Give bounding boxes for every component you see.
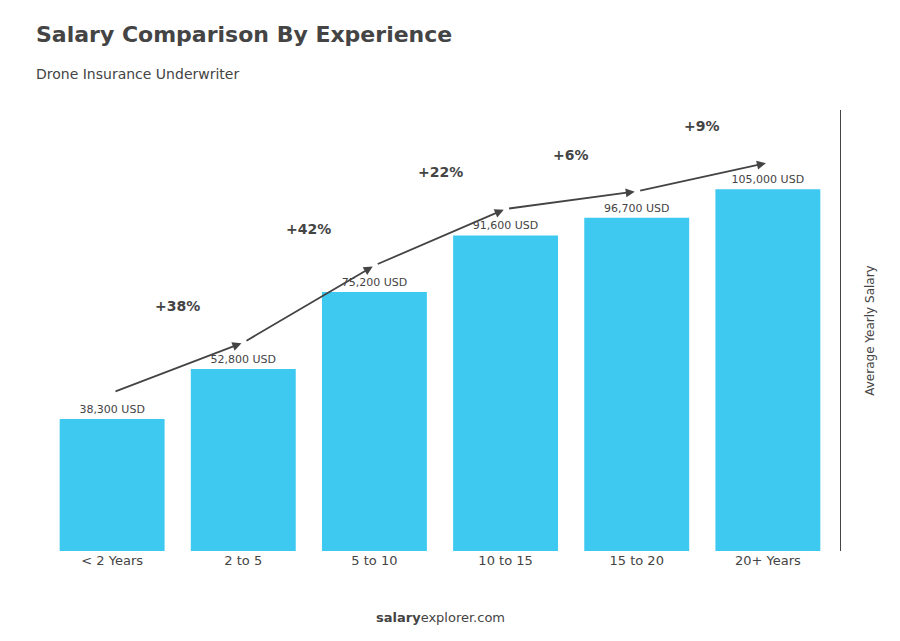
svg-text:salaryexplorer.com: salaryexplorer.com xyxy=(376,610,505,625)
svg-text:Drone Insurance Underwriter: Drone Insurance Underwriter xyxy=(36,66,239,82)
svg-text:91,600 USD: 91,600 USD xyxy=(473,219,539,232)
svg-text:105,000 USD: 105,000 USD xyxy=(732,173,805,186)
svg-text:20+ Years: 20+ Years xyxy=(735,553,801,568)
svg-text:96,700 USD: 96,700 USD xyxy=(604,202,670,215)
svg-text:75,200 USD: 75,200 USD xyxy=(342,276,408,289)
svg-text:+22%: +22% xyxy=(418,164,463,180)
svg-text:Salary Comparison By Experienc: Salary Comparison By Experience xyxy=(36,22,452,47)
svg-text:52,800 USD: 52,800 USD xyxy=(211,353,277,366)
svg-text:2 to 5: 2 to 5 xyxy=(224,553,262,568)
svg-text:10 to 15: 10 to 15 xyxy=(478,553,532,568)
svg-text:15 to 20: 15 to 20 xyxy=(610,553,664,568)
svg-text:5 to 10: 5 to 10 xyxy=(351,553,397,568)
svg-text:+9%: +9% xyxy=(684,118,720,134)
svg-text:+42%: +42% xyxy=(286,221,331,237)
svg-text:+6%: +6% xyxy=(553,147,589,163)
svg-text:38,300 USD: 38,300 USD xyxy=(79,403,145,416)
svg-text:+38%: +38% xyxy=(155,298,200,314)
svg-text:< 2 Years: < 2 Years xyxy=(81,553,143,568)
svg-text:Average Yearly Salary: Average Yearly Salary xyxy=(863,265,877,395)
